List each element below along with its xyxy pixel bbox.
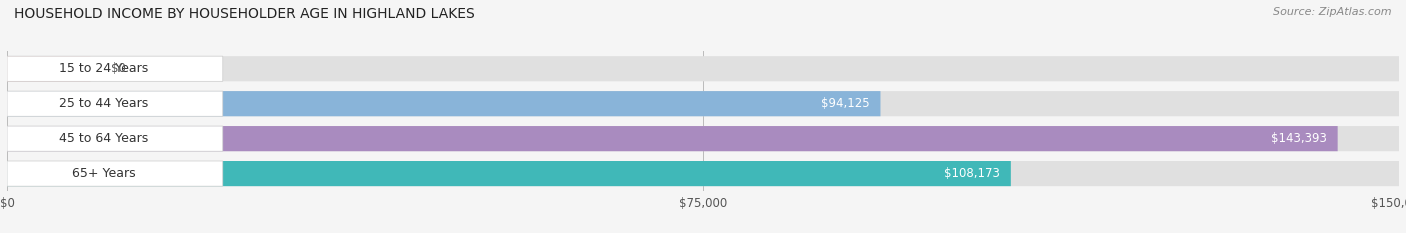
Text: 15 to 24 Years: 15 to 24 Years [59,62,149,75]
FancyBboxPatch shape [7,161,1011,186]
FancyBboxPatch shape [7,126,1337,151]
Text: $108,173: $108,173 [943,167,1000,180]
Text: 25 to 44 Years: 25 to 44 Years [59,97,149,110]
Text: 65+ Years: 65+ Years [72,167,136,180]
FancyBboxPatch shape [7,126,222,151]
FancyBboxPatch shape [7,56,222,81]
Text: $143,393: $143,393 [1271,132,1326,145]
FancyBboxPatch shape [7,91,880,116]
FancyBboxPatch shape [7,161,1399,186]
FancyBboxPatch shape [7,91,1399,116]
FancyBboxPatch shape [7,126,1399,151]
FancyBboxPatch shape [7,161,222,186]
Text: 45 to 64 Years: 45 to 64 Years [59,132,149,145]
Text: HOUSEHOLD INCOME BY HOUSEHOLDER AGE IN HIGHLAND LAKES: HOUSEHOLD INCOME BY HOUSEHOLDER AGE IN H… [14,7,475,21]
Text: $94,125: $94,125 [821,97,869,110]
FancyBboxPatch shape [7,56,1399,81]
FancyBboxPatch shape [7,56,90,81]
FancyBboxPatch shape [7,91,222,116]
Text: $0: $0 [111,62,127,75]
Text: Source: ZipAtlas.com: Source: ZipAtlas.com [1274,7,1392,17]
